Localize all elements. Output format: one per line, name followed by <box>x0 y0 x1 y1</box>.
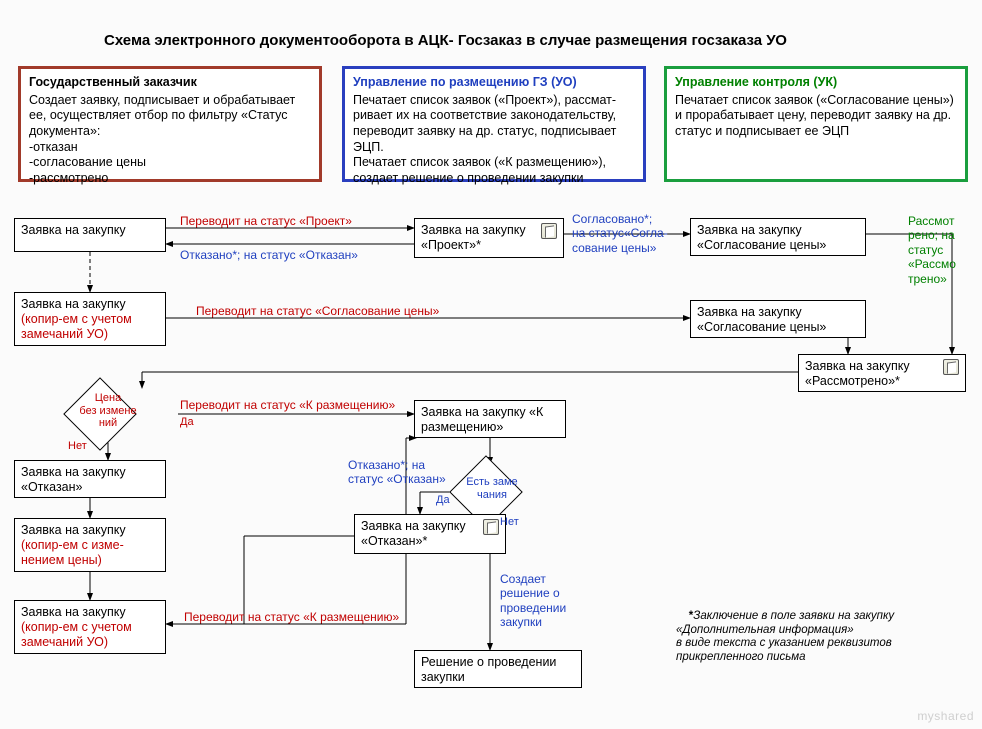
node-rassm: Заявка на закупку «Рассмотрено»* <box>798 354 966 392</box>
diamond-price-text: Цена без измене ний <box>70 392 146 430</box>
role-uo-title: Управление по размещению ГЗ (УО) <box>353 75 635 91</box>
node-kopir-uo-2: Заявка на закупку (копир-ем с учетом зам… <box>14 600 166 654</box>
node-proekt-text: Заявка на закупку «Проект»* <box>421 223 535 253</box>
node-otkazan-text: Заявка на закупку «Отказан» <box>21 465 159 495</box>
node-kopir-price: Заявка на закупку (копир-ем с изме- нени… <box>14 518 166 572</box>
label-d-zamech-no: Нет <box>500 516 519 529</box>
label-sozdaet: Создает решение о проведении закупки <box>500 572 566 630</box>
node-sogl-1-text: Заявка на закупку «Согласование цены» <box>697 223 859 253</box>
node-rassm-text: Заявка на закупку «Рассмотрено»* <box>805 359 937 389</box>
role-box-uk: Управление контроля (УК) Печатает список… <box>664 66 968 182</box>
node-sogl-2-text: Заявка на закупку «Согласование цены» <box>697 305 859 335</box>
label-otkaz-2: Отказано*; на статус «Отказан» <box>348 458 446 487</box>
node-kopir-price-text: Заявка на закупку <box>21 523 126 537</box>
node-reshenie: Решение о проведении закупки <box>414 650 582 688</box>
page-title: Схема электронного документооборота в АЦ… <box>104 32 787 49</box>
node-kopir-uo-1-text: Заявка на закупку <box>21 297 126 311</box>
label-krazm-2: Переводит на статус «К размещению» <box>184 610 399 624</box>
label-otkaz-1: Отказано*; на статус «Отказан» <box>180 248 358 262</box>
node-proekt: Заявка на закупку «Проект»* <box>414 218 564 258</box>
node-kopir-uo-2-sub: (копир-ем с учетом замечаний УО) <box>21 620 135 649</box>
role-box-gz: Государственный заказчик Создает заявку,… <box>18 66 322 182</box>
label-proekt: Переводит на статус «Проект» <box>180 214 352 228</box>
node-sogl-1: Заявка на закупку «Согласование цены» <box>690 218 866 256</box>
label-krazm-1: Переводит на статус «К размещению» <box>180 398 395 412</box>
node-k-razm: Заявка на закупку «К размещению» <box>414 400 566 438</box>
node-zayavka-text: Заявка на закупку <box>21 223 126 238</box>
label-d-price-yes: Да <box>180 416 194 429</box>
node-zayavka: Заявка на закупку <box>14 218 166 252</box>
sign-icon <box>541 223 557 239</box>
node-kopir-uo-1: Заявка на закупку (копир-ем с учетом зам… <box>14 292 166 346</box>
sign-icon <box>483 519 499 535</box>
diamond-zamech-text: Есть заме чания <box>452 476 532 501</box>
label-d-price-no: Нет <box>68 440 87 453</box>
label-rassm: Рассмот рено; на статус «Рассмо трено» <box>908 214 956 286</box>
node-kopir-uo-1-sub: (копир-ем с учетом замечаний УО) <box>21 312 135 341</box>
node-kopir-price-sub: (копир-ем с изме- нением цены) <box>21 538 124 567</box>
role-gz-body: Создает заявку, подписывает и обрабатыва… <box>29 93 311 187</box>
role-uk-body: Печатает список заявок («Согласование це… <box>675 93 957 140</box>
node-otkazan: Заявка на закупку «Отказан» <box>14 460 166 498</box>
footnote-body: Заключение в поле заявки на закупку «Доп… <box>676 610 895 663</box>
footnote: *Заключение в поле заявки на закупку «До… <box>676 596 966 679</box>
label-sogl: Согласовано*; на статус«Согла- сование ц… <box>572 212 668 255</box>
node-k-razm-text: Заявка на закупку «К размещению» <box>421 405 559 435</box>
node-otkazan-star-text: Заявка на закупку «Отказан»* <box>361 519 477 549</box>
label-d-zamech-yes: Да <box>436 494 450 507</box>
label-soglcena: Переводит на статус «Согласование цены» <box>196 304 439 318</box>
watermark: myshared <box>917 709 974 723</box>
role-box-uo: Управление по размещению ГЗ (УО) Печатае… <box>342 66 646 182</box>
role-uo-body: Печатает список заявок («Проект»), рассм… <box>353 93 635 187</box>
sign-icon <box>943 359 959 375</box>
node-reshenie-text: Решение о проведении закупки <box>421 655 575 685</box>
node-kopir-uo-2-text: Заявка на закупку <box>21 605 126 619</box>
role-gz-title: Государственный заказчик <box>29 75 311 91</box>
role-uk-title: Управление контроля (УК) <box>675 75 957 91</box>
node-otkazan-star: Заявка на закупку «Отказан»* <box>354 514 506 554</box>
node-sogl-2: Заявка на закупку «Согласование цены» <box>690 300 866 338</box>
